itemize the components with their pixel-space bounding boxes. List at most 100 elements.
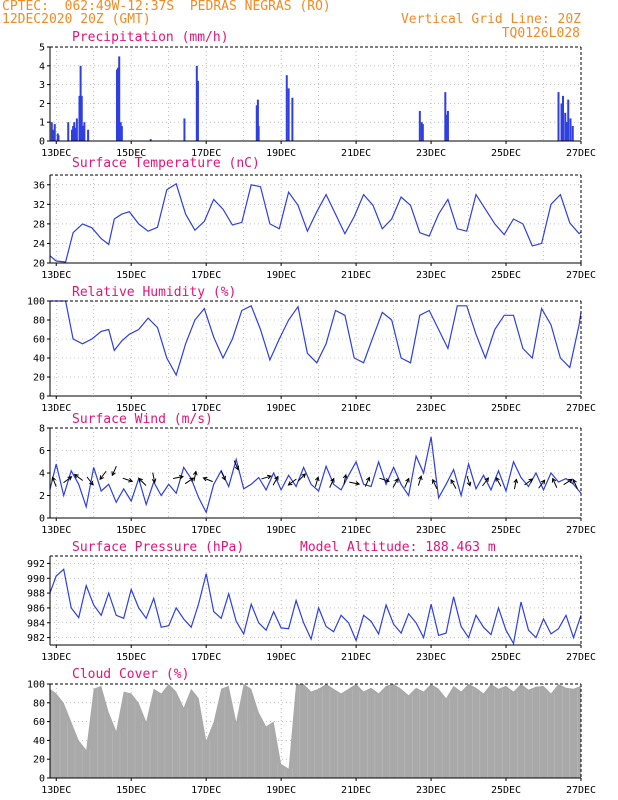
panel-title: Surface Wind (m/s) [72,412,213,427]
wind-arrowhead [528,478,534,483]
precip-bar [565,122,568,141]
wind-arrowhead [128,478,134,483]
precip-bar [195,65,198,141]
precip-bar [53,124,56,141]
x-tick-label: 23DEC [416,270,446,281]
precip-bar [418,110,421,141]
x-tick-label: 19DEC [266,652,296,663]
x-tick-label: 23DEC [416,403,446,414]
panel-1: 20 24 28 32 36 13DEC 15DEC 17DEC 19DEC 21DEC 23DEC… [33,156,596,281]
x-tick-label: 21DEC [341,403,371,414]
wind-arrowhead [418,475,423,481]
precip-bar [285,75,288,141]
wind-arrow [538,479,546,489]
y-tick-label: 8 [39,424,45,435]
x-tick-label: 27DEC [566,403,596,414]
wind-arrow [272,476,279,486]
wind-arrow [122,477,133,482]
wind-arrow [552,478,558,488]
precip-bar [562,95,565,141]
cloud-cover-area [49,684,582,778]
precip-bar [67,122,70,141]
y-tick-label: 20 [33,259,45,270]
y-tick-label: 1 [39,118,45,129]
precip-bar [115,69,118,141]
precip-bar [421,124,424,141]
precip-bar [255,105,258,141]
x-tick-label: 15DEC [116,270,146,281]
series-line [49,568,582,646]
wind-arrowhead [513,478,519,484]
x-tick-label: 21DEC [341,270,371,281]
x-tick-label: 13DEC [41,785,71,796]
x-tick-label: 15DEC [116,652,146,663]
wind-arrow [86,476,94,486]
x-tick-label: 25DEC [491,652,521,663]
precip-bar [183,118,186,141]
wind-arrowhead [287,481,293,486]
panel-4: 982 984 986 988 990 992 13DEC 15DEC 17DEC 19DEC 21… [27,540,596,663]
y-tick-label: 6 [39,446,45,457]
precip-bar [79,65,82,141]
y-tick-label: 0 [39,137,45,148]
wind-arrowhead [450,478,455,484]
x-tick-label: 19DEC [266,270,296,281]
x-tick-label: 17DEC [191,785,221,796]
y-tick-label: 60 [33,717,45,728]
y-tick-label: 60 [33,335,45,346]
precip-bar [120,125,123,141]
x-tick-label: 13DEC [41,525,71,536]
y-tick-label: 0 [39,514,45,525]
y-tick-label: 24 [33,239,45,250]
wind-arrowhead [221,475,226,481]
panel-0: 0 1 2 3 4 5 13DEC 15DEC 17DEC 19DEC 21DEC 23DEC 25DE… [39,30,596,159]
precip-bar [257,125,260,141]
wind-arrowhead [138,477,143,483]
precip-bar [72,125,75,141]
precip-bar [50,122,53,141]
x-tick-label: 25DEC [491,785,521,796]
x-tick-label: 19DEC [266,403,296,414]
wind-arrow [52,477,57,487]
wind-arrow [233,460,239,470]
wind-arrowhead [405,477,410,483]
wind-arrow [343,474,347,485]
wind-arrowhead [111,471,116,477]
panel-3: 0 2 4 6 8 13DEC 15DEC 17DEC 19DEC 21DEC 23DEC 25DEC… [39,412,596,536]
wind-arrow [99,470,107,480]
x-tick-label: 19DEC [266,525,296,536]
precip-bar [256,99,259,141]
header-datetime: 12DEC2020 20Z (GMT) [2,12,151,27]
wind-arrow [466,475,471,486]
precip-bar [57,135,60,141]
wind-arrow [572,479,578,490]
wind-arrow [74,474,84,481]
wind-arrowhead [179,474,184,480]
wind-arrowhead [67,476,73,481]
x-tick-label: 15DEC [116,525,146,536]
panel-2: 0 20 40 60 80 100 13DEC 15DEC 17DEC 19DEC 21DEC 23D… [27,285,596,414]
header-grid-note: Vertical Grid Line: 20Z [400,12,581,27]
series-line [49,300,582,377]
header-code: TQ0126L028 [501,26,580,41]
panel-title: Cloud Cover (%) [72,667,189,682]
series-line [49,436,582,515]
precip-bar [571,125,574,141]
panel-title: Precipitation (mm/h) [72,30,229,45]
precip-bar [569,118,572,141]
wind-arrow [495,477,502,487]
wind-arrow [297,473,306,482]
wind-arrow [349,481,360,485]
y-tick-label: 988 [27,589,45,600]
y-tick-label: 984 [27,618,45,629]
wind-arrowhead [89,480,94,486]
x-tick-label: 23DEC [416,785,446,796]
x-tick-label: 13DEC [41,652,71,663]
y-tick-label: 100 [27,680,45,691]
x-tick-label: 21DEC [341,652,371,663]
x-tick-label: 17DEC [191,525,221,536]
panel-title: Relative Humidity (%) [72,285,236,300]
wind-arrowhead [365,476,371,482]
y-tick-label: 4 [39,469,45,480]
precip-bar [567,99,570,141]
